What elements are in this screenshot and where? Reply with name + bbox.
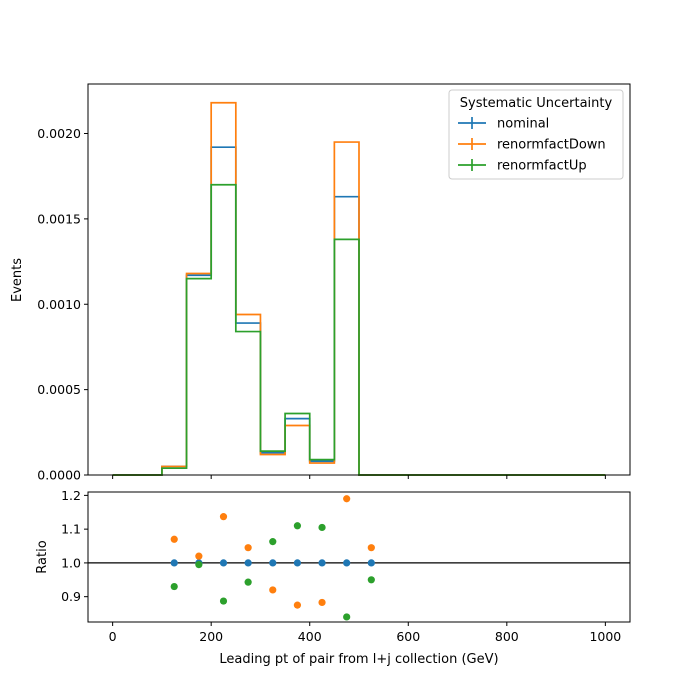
ratio-point-renormfactUp [244, 578, 252, 586]
ratio-point-nominal [269, 559, 277, 567]
main-y-tick-label: 0.0010 [37, 297, 81, 312]
ratio-point-renormfactUp [269, 538, 277, 546]
ratio-point-renormfactUp [195, 561, 203, 569]
ratio-y-tick-label: 1.2 [61, 488, 81, 503]
main-y-ticks: 0.0000 0.0005 0.0010 0.0015 0.0020 [37, 126, 88, 483]
ratio-point-nominal [219, 559, 228, 567]
ratio-x-tick-label: 400 [298, 629, 322, 644]
ratio-y-axis-label: Ratio [35, 540, 50, 573]
ratio-point-renormfactUp [219, 597, 228, 605]
ratio-point-nominal [170, 559, 178, 567]
ratio-point-nominal [318, 559, 326, 567]
ratio-x-tick-label: 1000 [589, 629, 621, 644]
ratio-point-renormfactUp [343, 613, 351, 621]
ratio-plot-panel: 0.9 1.0 1.1 1.2 0 200 400 600 800 1000 Ratio Lea… [35, 488, 631, 667]
ratio-point-renormfactDown [269, 586, 277, 594]
legend: Systematic Uncertainty nominal renormfact… [448, 89, 624, 180]
ratio-x-tick-label: 800 [495, 629, 519, 644]
legend-entry-renormfactUp: renormfactUp [458, 159, 587, 174]
legend-label: renormfactUp [497, 159, 587, 174]
legend-title: Systematic Uncertainty [460, 96, 613, 111]
ratio-x-axis-label: Leading pt of pair from l+j collection (… [219, 652, 498, 667]
ratio-point-renormfactDown [170, 535, 178, 543]
main-y-axis-label: Events [10, 258, 25, 302]
main-x-ticks [112, 475, 606, 479]
ratio-point-renormfactUp [367, 576, 375, 584]
main-y-tick-label: 0.0015 [37, 211, 81, 226]
ratio-point-renormfactDown [367, 544, 375, 552]
ratio-x-tick-label: 600 [396, 629, 420, 644]
legend-entry-nominal: nominal [458, 117, 549, 132]
ratio-x-tick-label: 200 [199, 629, 223, 644]
ratio-point-nominal [343, 559, 351, 567]
ratio-point-renormfactUp [293, 522, 302, 530]
main-axes-frame [87, 83, 631, 476]
ratio-y-tick-label: 1.1 [61, 522, 81, 537]
legend-label: renormfactDown [497, 138, 606, 153]
main-y-tick-label: 0.0005 [37, 382, 81, 397]
main-y-tick-label: 0.0000 [37, 468, 81, 483]
ratio-x-ticks: 0 200 400 600 800 1000 [109, 622, 621, 644]
legend-entries: nominal renormfactDown renormfactUp [458, 117, 606, 174]
ratio-point-renormfactDown [219, 513, 228, 521]
legend-entry-renormfactDown: renormfactDown [458, 138, 606, 153]
ratio-point-renormfactUp [318, 523, 326, 532]
ratio-y-tick-label: 0.9 [61, 589, 81, 604]
ratio-point-nominal [367, 559, 375, 567]
ratio-x-tick-label: 0 [109, 629, 117, 644]
ratio-point-renormfactDown [343, 495, 351, 503]
ratio-axes-frame [87, 491, 631, 623]
ratio-point-renormfactUp [170, 582, 178, 591]
main-y-tick-label: 0.0020 [37, 126, 81, 141]
ratio-point-nominal [244, 559, 252, 567]
main-plot-panel: 0.0000 0.0005 0.0010 0.0015 0.0020 Events [10, 83, 631, 483]
ratio-series-group [170, 495, 375, 621]
ratio-y-ticks: 0.9 1.0 1.1 1.2 [61, 488, 88, 604]
ratio-y-tick-label: 1.0 [61, 555, 81, 570]
ratio-point-renormfactDown [195, 552, 203, 560]
legend-frame [448, 89, 624, 180]
ratio-point-nominal [293, 559, 302, 567]
ratio-point-renormfactDown [293, 601, 302, 609]
ratio-point-renormfactDown [318, 598, 326, 607]
ratio-point-renormfactDown [244, 544, 252, 552]
legend-label: nominal [497, 117, 549, 132]
